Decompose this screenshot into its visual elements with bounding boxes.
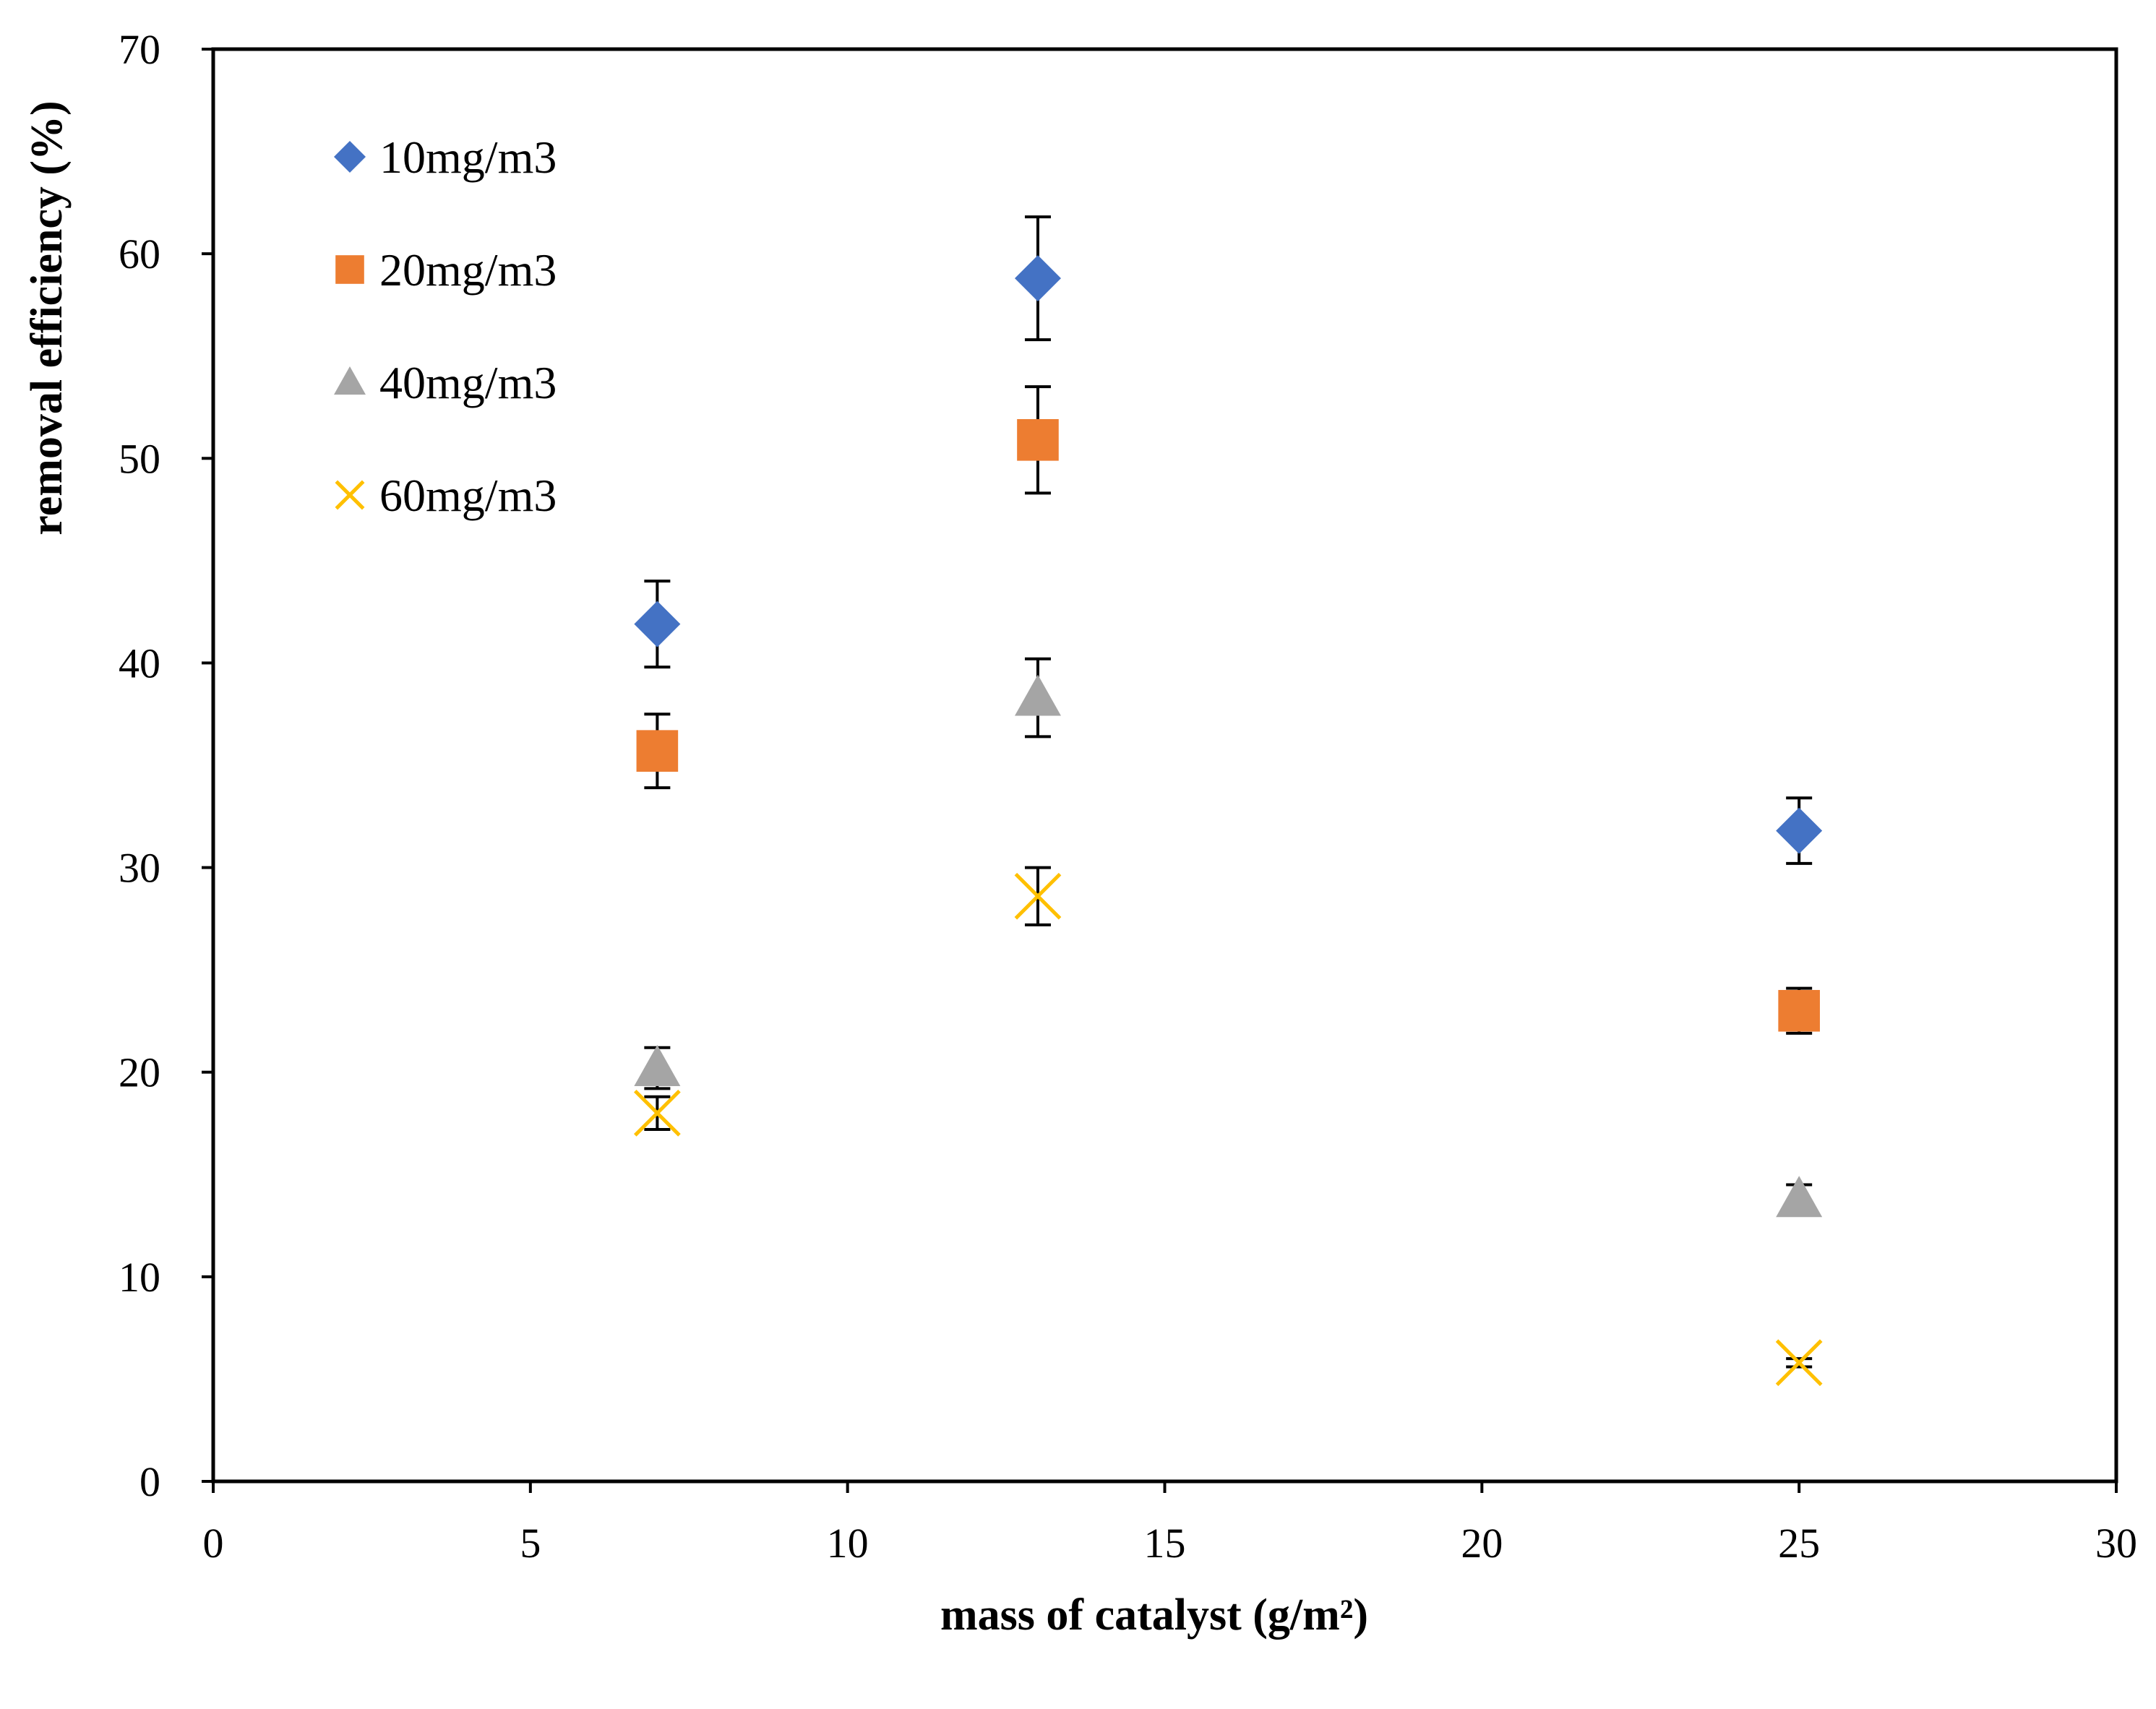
- data-point: [1776, 807, 1823, 854]
- series-layer: [633, 215, 1823, 1387]
- legend-marker: [334, 141, 366, 173]
- legend-label: 10mg/m3: [379, 132, 557, 183]
- legend-label: 20mg/m3: [379, 244, 557, 296]
- axes-layer: 0 5 10 15 20 25 30 0 10 20 30 40 50 60 70: [119, 26, 2137, 1567]
- x-tick-label: 5: [520, 1520, 541, 1567]
- x-tick-label: 15: [1144, 1520, 1186, 1567]
- series-40mg/m3: [634, 657, 1823, 1218]
- x-tick-label: 25: [1778, 1520, 1820, 1567]
- data-point: [1775, 1339, 1823, 1387]
- y-tick-label: 10: [119, 1254, 160, 1301]
- legend-item: 20mg/m3: [335, 244, 557, 296]
- y-tick-label: 40: [119, 640, 160, 686]
- data-point: [1017, 419, 1059, 461]
- legend-marker: [335, 255, 364, 284]
- legend-item: 60mg/m3: [335, 470, 557, 521]
- series-10mg/m3: [634, 215, 1823, 865]
- x-tick-label: 0: [203, 1520, 224, 1567]
- y-tick-label: 50: [119, 435, 160, 482]
- data-point: [1014, 674, 1061, 716]
- data-point: [1776, 1176, 1823, 1218]
- y-axis-title: removal efficiency (%): [22, 100, 72, 535]
- y-tick-label: 70: [119, 26, 160, 73]
- legend-item: 10mg/m3: [334, 132, 557, 183]
- legend-item: 40mg/m3: [334, 357, 557, 408]
- x-tick-label: 20: [1461, 1520, 1503, 1567]
- plot-area: [211, 47, 2118, 1484]
- legend-label: 60mg/m3: [379, 470, 557, 521]
- series-20mg/m3: [636, 385, 1820, 1035]
- data-point: [1014, 872, 1062, 920]
- legend-marker: [335, 480, 365, 510]
- data-point: [636, 730, 679, 772]
- data-point: [1014, 255, 1061, 302]
- legend-label: 40mg/m3: [379, 357, 557, 408]
- y-tick-label: 30: [119, 845, 160, 892]
- y-tick-label: 60: [119, 231, 160, 277]
- y-tick-label: 0: [139, 1458, 160, 1505]
- legend: 10mg/m3 20mg/m3 40mg/m3 60mg/m3: [334, 132, 557, 521]
- legend-marker: [334, 366, 366, 395]
- data-point: [633, 1089, 681, 1137]
- x-tick-label: 10: [827, 1520, 869, 1567]
- data-point: [1778, 989, 1820, 1032]
- data-point: [634, 1045, 681, 1087]
- y-tick-label: 20: [119, 1049, 160, 1096]
- data-point: [634, 600, 681, 647]
- series-60mg/m3: [633, 866, 1823, 1387]
- x-axis-title: mass of catalyst (g/m²): [940, 1590, 1368, 1640]
- x-tick-label: 30: [2095, 1520, 2137, 1567]
